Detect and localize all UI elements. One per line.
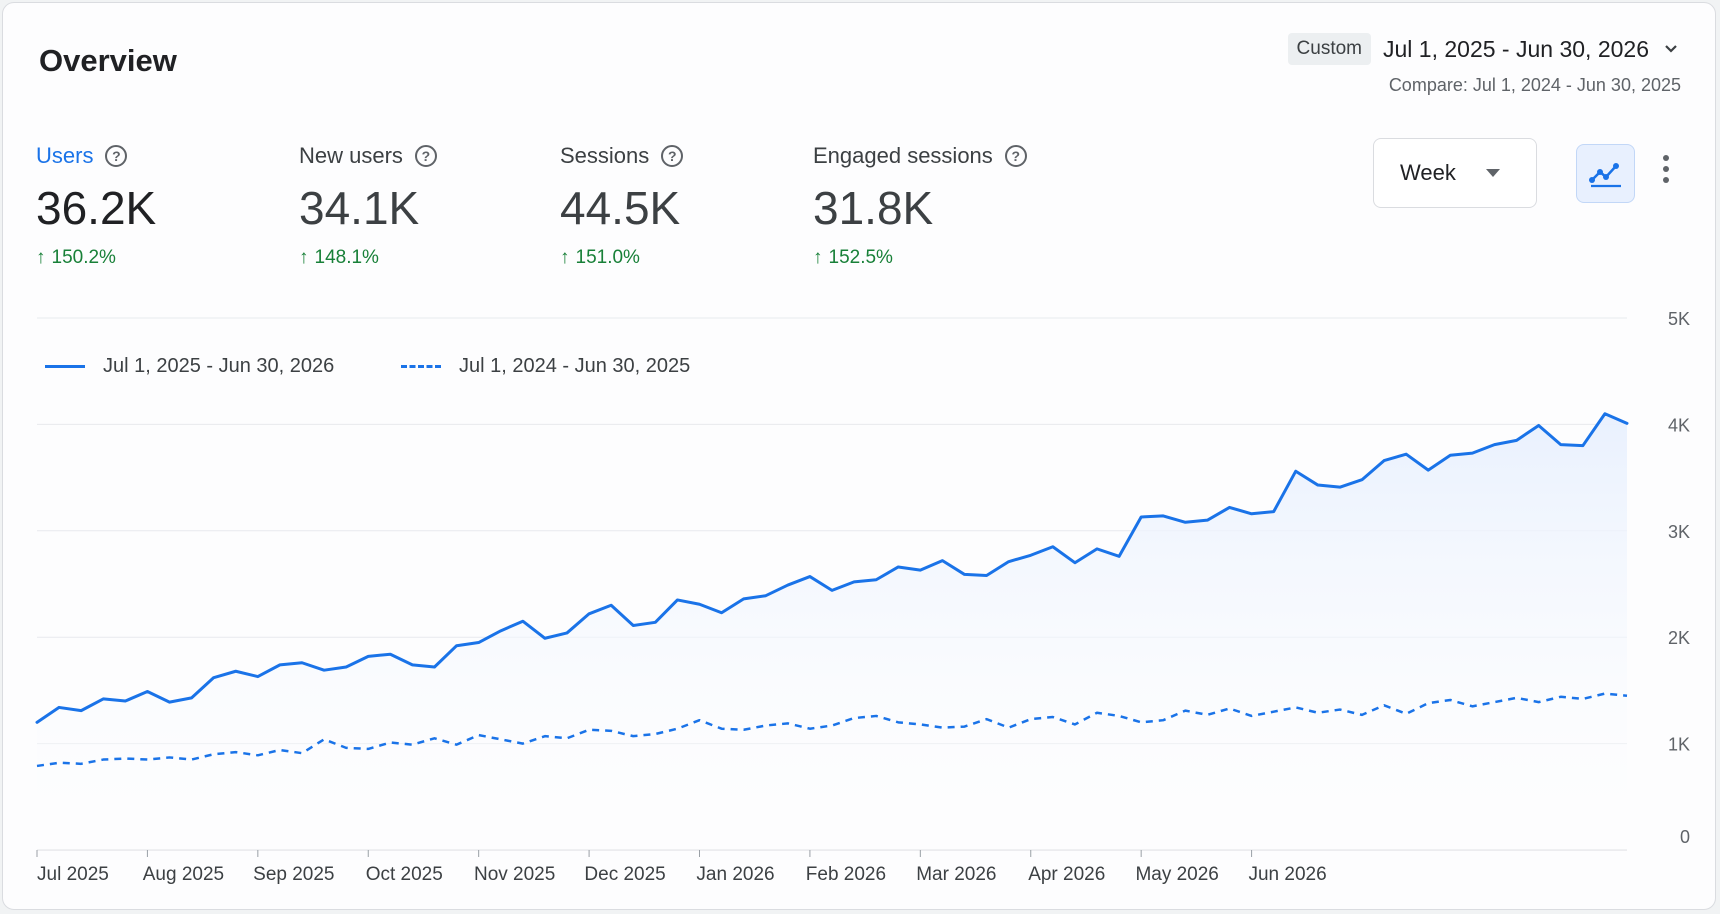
x-tick-label: Dec 2025 — [584, 864, 665, 885]
metric-label: Sessions — [560, 143, 650, 168]
metric-tile-sessions[interactable]: Sessions? 44.5K ↑ 151.0% — [560, 143, 684, 269]
metric-value: 44.5K — [560, 182, 681, 234]
series-area-current — [37, 413, 1627, 850]
x-tick-label: Sep 2025 — [253, 864, 334, 885]
metric-change: ↑ 150.2% — [36, 247, 116, 268]
help-icon[interactable]: ? — [661, 145, 684, 167]
x-tick-label: Apr 2026 — [1028, 864, 1105, 885]
x-tick-label: Nov 2025 — [474, 864, 555, 885]
y-tick-label: 5K — [1668, 309, 1690, 329]
legend-solid-swatch — [45, 365, 85, 368]
metric-tile-engaged-sessions[interactable]: Engaged sessions? 31.8K ↑ 152.5% — [813, 143, 1027, 269]
series-line-compare — [36, 692, 1628, 768]
legend-label: Jul 1, 2024 - Jun 30, 2025 — [459, 355, 691, 377]
metric-tile-users[interactable]: Users? 36.2K ↑ 150.2% — [36, 143, 156, 269]
compare-range: Compare: Jul 1, 2024 - Jun 30, 2025 — [1388, 75, 1681, 95]
x-tick-label: Mar 2026 — [916, 864, 996, 885]
chevron-down-icon[interactable] — [1661, 39, 1681, 59]
metric-change: ↑ 152.5% — [813, 247, 893, 268]
x-tick-label: Jun 2026 — [1248, 864, 1326, 885]
series-line-current — [35, 412, 1629, 724]
x-tick-label: Jan 2026 — [696, 864, 774, 885]
y-tick-label: 3K — [1668, 522, 1690, 542]
dropdown-arrow-icon — [1485, 169, 1500, 177]
legend-item-current[interactable]: Jul 1, 2025 - Jun 30, 2026 — [45, 355, 334, 378]
arrow-up-icon: ↑ — [813, 247, 823, 268]
metric-label: New users — [299, 143, 403, 168]
x-tick-label: May 2026 — [1135, 864, 1218, 885]
x-tick-label: Jul 2025 — [37, 864, 109, 885]
date-range-label[interactable]: Jul 1, 2025 - Jun 30, 2026 — [1383, 35, 1649, 62]
date-preset-tag: Custom — [1287, 33, 1372, 65]
metric-tile-new-users[interactable]: New users? 34.1K ↑ 148.1% — [299, 143, 437, 269]
x-tick-label: Oct 2025 — [366, 864, 443, 885]
page-title: Overview — [39, 43, 177, 78]
x-tick-label: Aug 2025 — [143, 864, 224, 885]
legend-item-compare[interactable]: Jul 1, 2024 - Jun 30, 2025 — [401, 355, 690, 378]
help-icon[interactable]: ? — [414, 145, 437, 167]
arrow-up-icon: ↑ — [560, 247, 570, 268]
metric-change: ↑ 148.1% — [299, 247, 379, 268]
date-range-picker[interactable]: Custom Jul 1, 2025 - Jun 30, 2026 Compar… — [1287, 33, 1681, 96]
legend-label: Jul 1, 2025 - Jun 30, 2026 — [103, 355, 335, 377]
help-icon[interactable]: ? — [1004, 145, 1027, 167]
chart-type-button[interactable] — [1576, 144, 1635, 203]
granularity-select[interactable]: Week — [1373, 138, 1537, 208]
y-tick-label: 2K — [1668, 628, 1690, 648]
x-tick-label: Feb 2026 — [806, 864, 886, 885]
help-icon[interactable]: ? — [105, 145, 128, 167]
metric-value: 36.2K — [36, 182, 157, 234]
y-tick-label: 0 — [1680, 827, 1690, 847]
more-vert-icon[interactable] — [1660, 155, 1672, 191]
metric-label: Engaged sessions — [813, 143, 993, 168]
arrow-up-icon: ↑ — [299, 247, 309, 268]
metric-value: 31.8K — [813, 182, 934, 234]
y-tick-label: 4K — [1668, 415, 1690, 435]
arrow-up-icon: ↑ — [36, 247, 46, 268]
line-chart-icon — [1588, 162, 1621, 187]
metric-change: ↑ 151.0% — [560, 247, 640, 268]
legend-dashed-swatch — [401, 365, 441, 368]
y-tick-label: 1K — [1668, 735, 1690, 755]
metric-label: Users — [36, 143, 94, 168]
granularity-value: Week — [1400, 160, 1456, 185]
metric-value: 34.1K — [299, 182, 420, 234]
